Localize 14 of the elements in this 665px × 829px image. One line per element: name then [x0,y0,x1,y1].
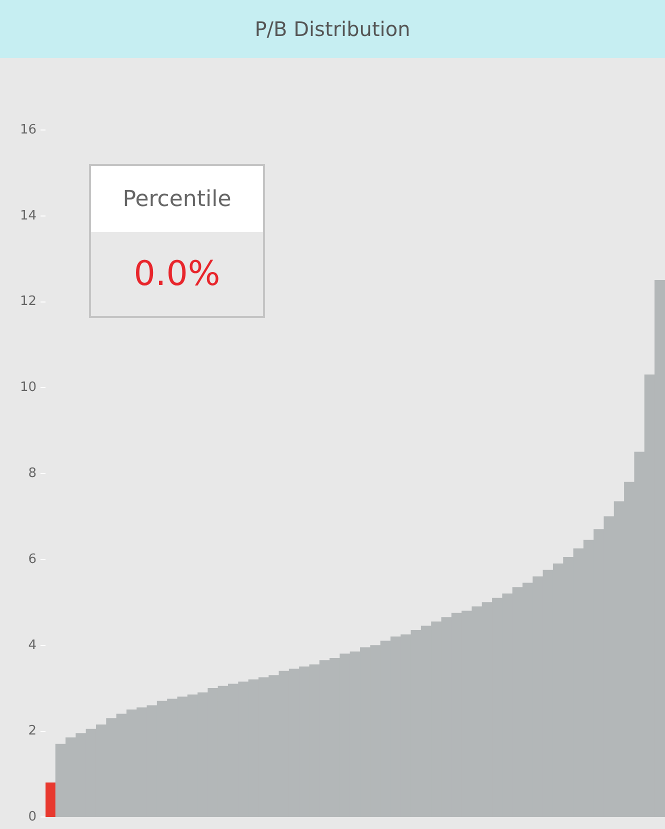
bar [46,782,56,818]
y-tick-label: 0 [28,810,37,825]
y-tick-label: 2 [28,724,37,739]
y-tick-label: 4 [28,638,37,653]
y-tick-label: 10 [20,380,37,396]
y-tick-label: 12 [20,294,37,310]
y-tick-label: 8 [28,466,37,481]
chart-title: P/B Distribution [0,0,665,58]
annotation: 0.0% [132,253,222,296]
annotation: Percentile [91,166,263,232]
y-tick-label: 16 [20,122,37,138]
card: Percentile 0.0% [89,164,265,318]
y-tick-label: 6 [28,552,37,567]
y-tick-label: 14 [20,208,37,224]
